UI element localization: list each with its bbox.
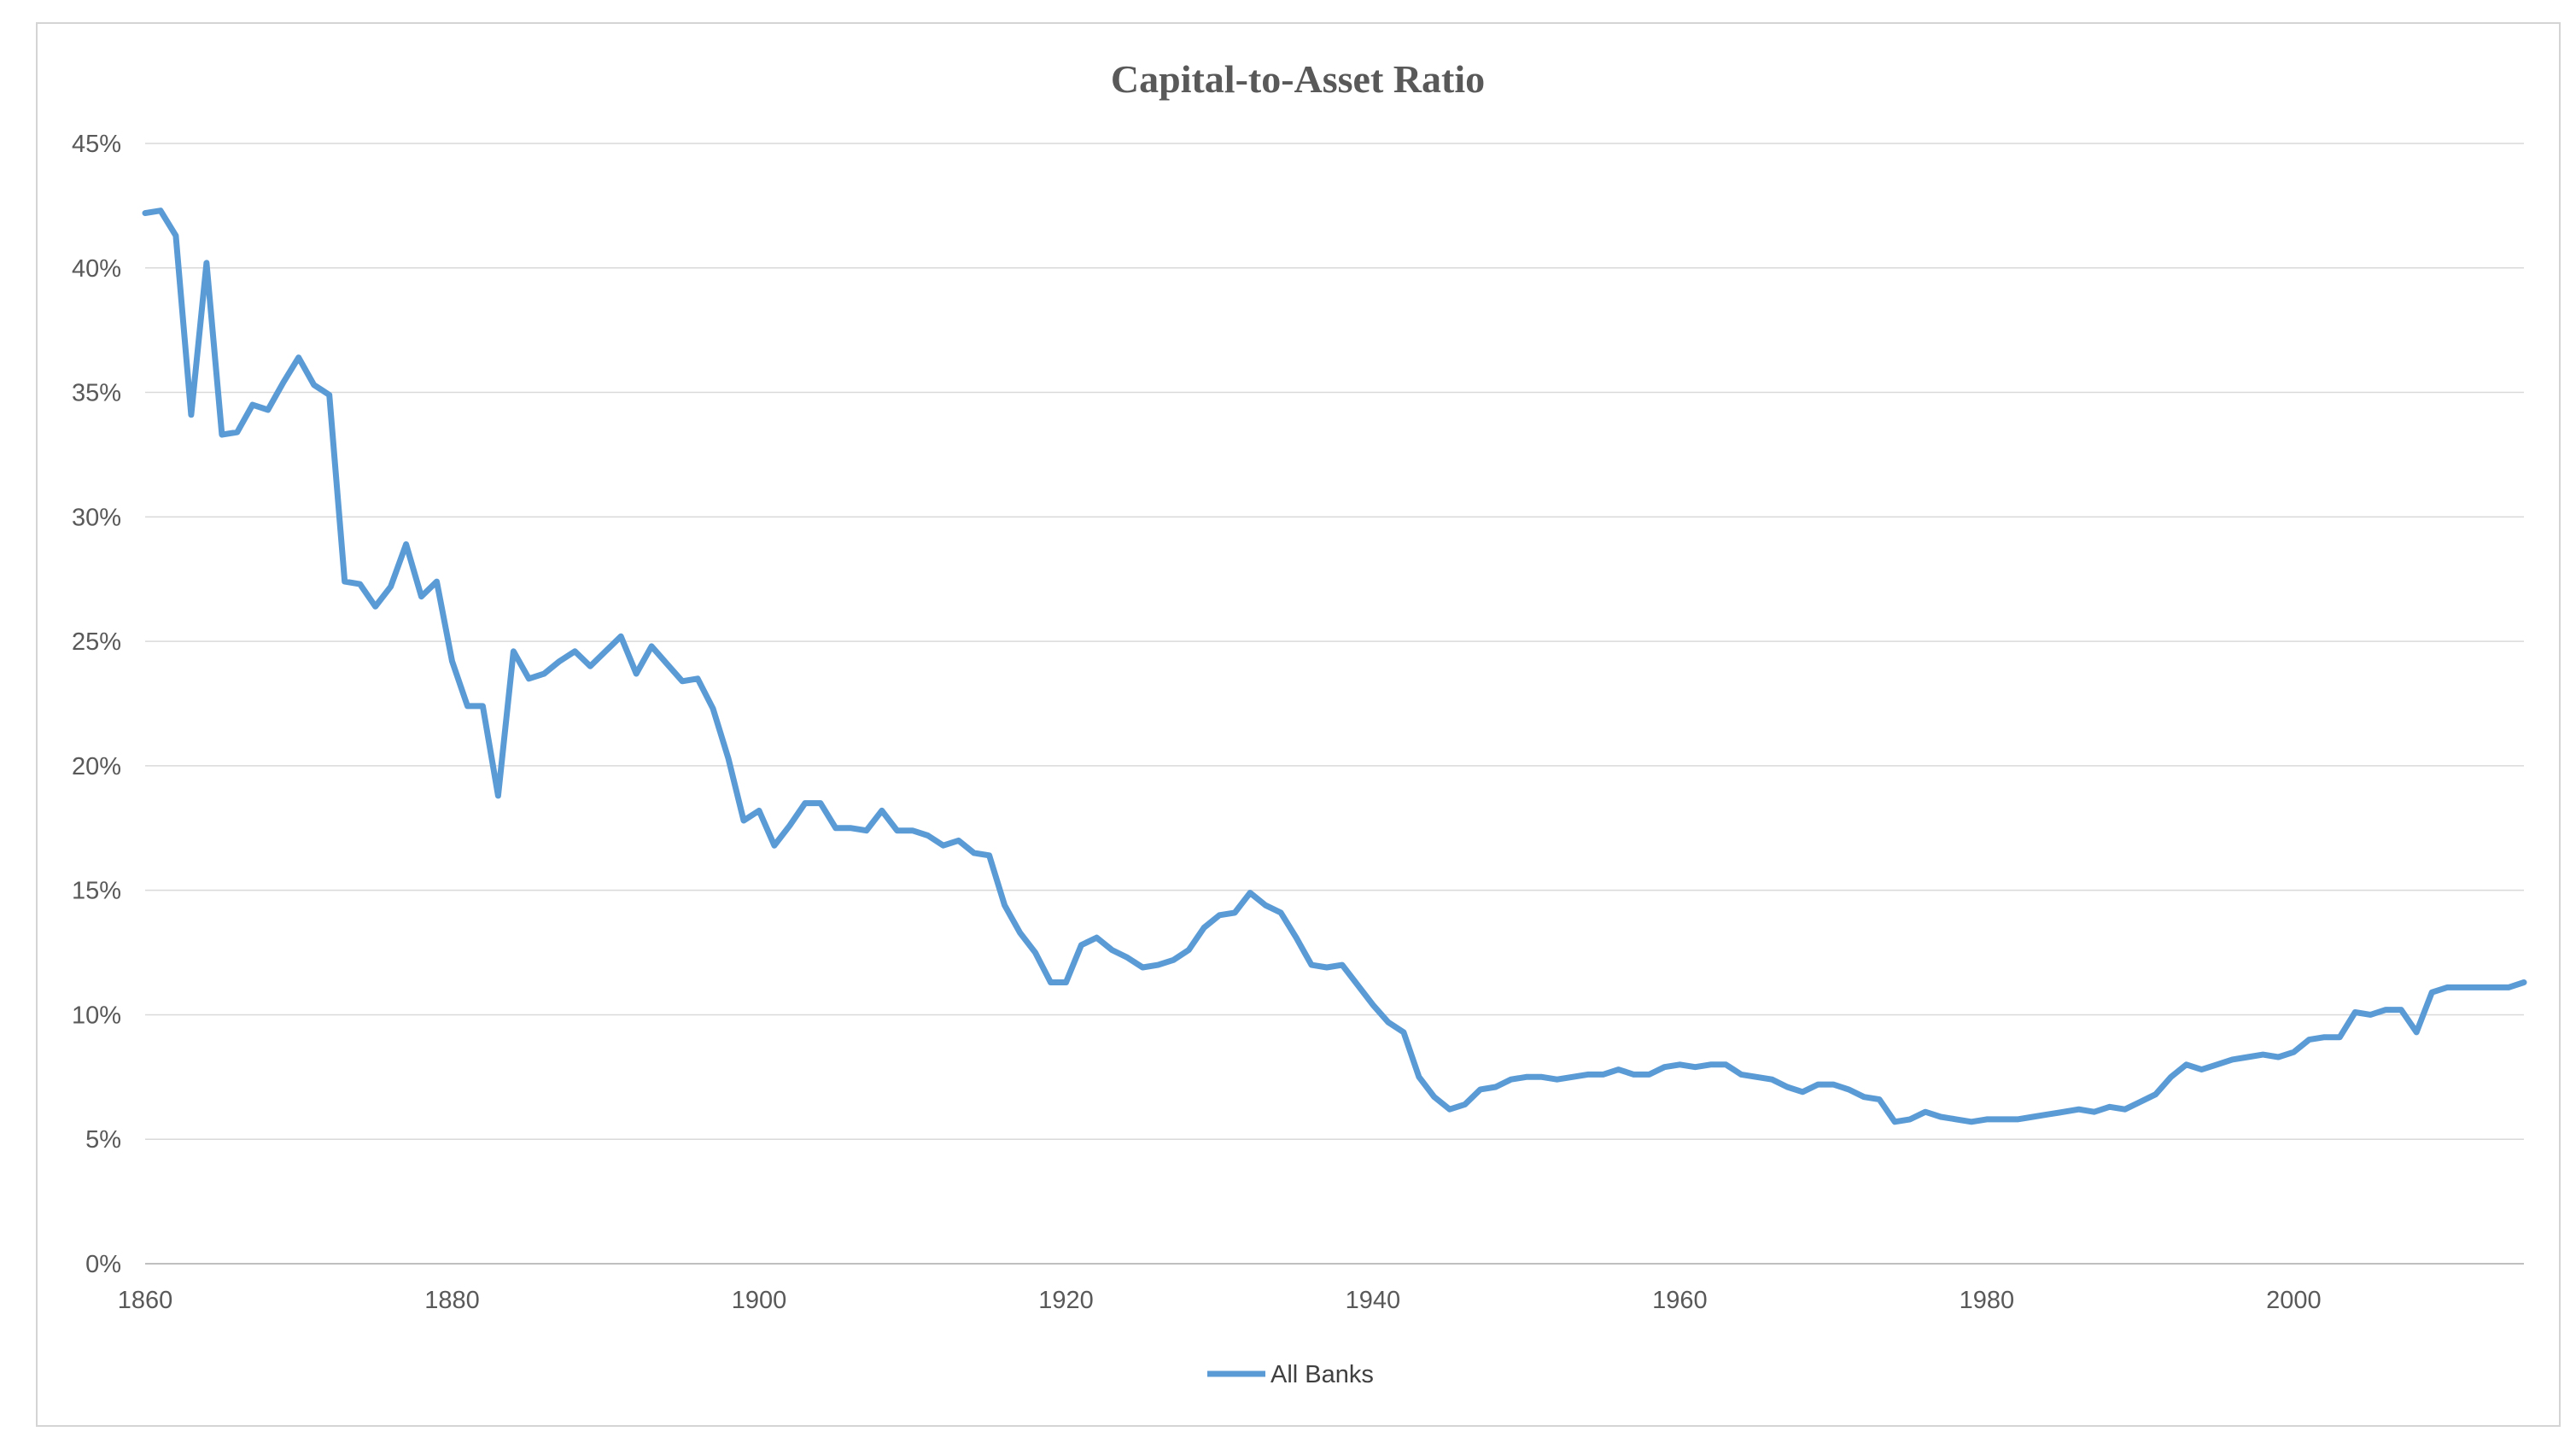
y-tick-label: 25% bbox=[72, 628, 121, 656]
series-line-all-banks bbox=[142, 207, 2527, 1125]
y-tick-label: 5% bbox=[85, 1126, 121, 1154]
y-tick-label: 40% bbox=[72, 255, 121, 283]
y-tick-label: 20% bbox=[72, 753, 121, 780]
y-tick-label: 10% bbox=[72, 1002, 121, 1029]
x-tick-label: 1860 bbox=[118, 1287, 173, 1314]
legend: All Banks bbox=[1207, 1361, 1374, 1388]
y-tick-label: 35% bbox=[72, 380, 121, 407]
x-tick-label: 1940 bbox=[1346, 1287, 1401, 1314]
chart-title: Capital-to-Asset Ratio bbox=[1111, 57, 1485, 101]
chart-area: Capital-to-Asset Ratio 0% 5% 10% 15% 20% 25% 3… bbox=[36, 22, 2561, 1427]
x-tick-label: 1880 bbox=[424, 1287, 480, 1314]
x-tick-label: 1920 bbox=[1038, 1287, 1094, 1314]
y-tick-label: 15% bbox=[72, 878, 121, 905]
chart-plot: Capital-to-Asset Ratio 0% 5% 10% 15% 20% 25% 3… bbox=[72, 57, 2527, 1388]
x-tick-label: 2000 bbox=[2266, 1287, 2322, 1314]
series-layer bbox=[142, 207, 2527, 1125]
legend-label-all-banks: All Banks bbox=[1270, 1361, 1374, 1388]
y-tick-label: 45% bbox=[72, 131, 121, 158]
x-tick-label: 1980 bbox=[1960, 1287, 2015, 1314]
x-tick-label: 1900 bbox=[732, 1287, 787, 1314]
y-tick-label: 0% bbox=[85, 1251, 121, 1278]
y-axis-ticks: 0% 5% 10% 15% 20% 25% 30% 35% 40% 45% bbox=[72, 131, 121, 1278]
y-tick-label: 30% bbox=[72, 504, 121, 531]
gridlines bbox=[145, 143, 2524, 1265]
x-tick-label: 1960 bbox=[1652, 1287, 1708, 1314]
x-axis-ticks: 1860 1880 1900 1920 1940 1960 1980 2000 bbox=[118, 1287, 2322, 1314]
